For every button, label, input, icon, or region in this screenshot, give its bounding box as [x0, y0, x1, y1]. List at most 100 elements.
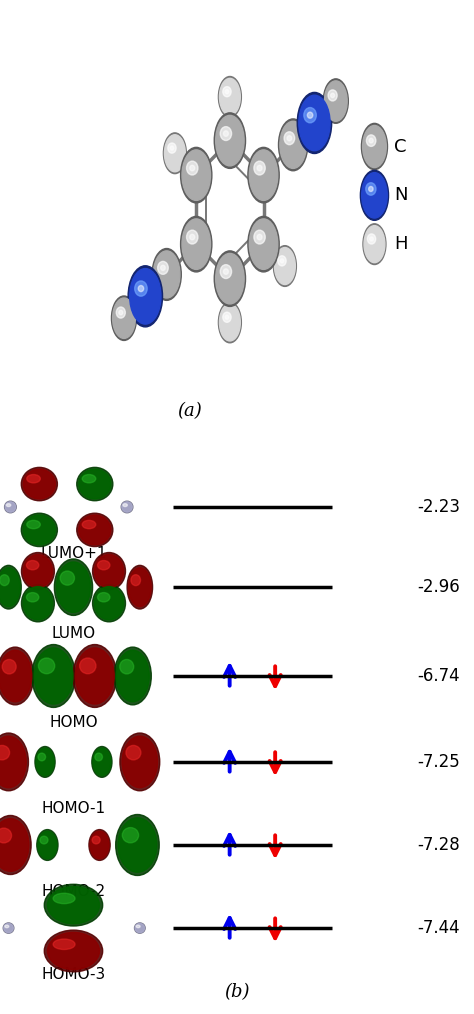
Ellipse shape: [36, 748, 54, 776]
Ellipse shape: [98, 592, 110, 602]
Ellipse shape: [152, 248, 181, 300]
Ellipse shape: [328, 90, 337, 101]
Ellipse shape: [73, 645, 117, 708]
Ellipse shape: [21, 467, 57, 501]
Ellipse shape: [219, 76, 241, 118]
Ellipse shape: [56, 562, 91, 612]
Ellipse shape: [4, 924, 13, 933]
Ellipse shape: [53, 893, 75, 903]
Ellipse shape: [249, 219, 278, 270]
Text: (a): (a): [177, 402, 202, 420]
Ellipse shape: [223, 312, 231, 322]
Text: -7.28: -7.28: [417, 836, 460, 854]
Ellipse shape: [47, 886, 100, 924]
Ellipse shape: [114, 647, 151, 705]
Ellipse shape: [126, 745, 141, 759]
Ellipse shape: [182, 150, 210, 201]
Ellipse shape: [0, 828, 11, 843]
Ellipse shape: [35, 746, 55, 778]
Ellipse shape: [220, 265, 232, 279]
Ellipse shape: [367, 234, 376, 244]
Ellipse shape: [331, 93, 335, 97]
Ellipse shape: [366, 135, 376, 146]
Ellipse shape: [254, 161, 265, 175]
Ellipse shape: [254, 230, 265, 244]
Ellipse shape: [223, 269, 228, 275]
Ellipse shape: [214, 113, 246, 168]
Ellipse shape: [128, 568, 151, 606]
Ellipse shape: [38, 658, 55, 673]
Ellipse shape: [75, 648, 114, 704]
Ellipse shape: [323, 79, 348, 124]
Ellipse shape: [280, 259, 284, 263]
Ellipse shape: [21, 553, 55, 590]
Ellipse shape: [113, 298, 136, 339]
Ellipse shape: [32, 645, 75, 708]
Ellipse shape: [219, 304, 240, 341]
Ellipse shape: [257, 165, 262, 170]
Ellipse shape: [120, 733, 160, 791]
Ellipse shape: [363, 224, 386, 265]
Ellipse shape: [284, 132, 295, 145]
Ellipse shape: [287, 136, 292, 141]
Text: -6.74: -6.74: [417, 667, 460, 685]
Text: -2.23: -2.23: [417, 498, 460, 516]
Text: -2.96: -2.96: [417, 578, 460, 596]
Ellipse shape: [55, 559, 92, 615]
Ellipse shape: [94, 587, 124, 620]
Ellipse shape: [214, 250, 246, 306]
Ellipse shape: [0, 575, 9, 586]
Ellipse shape: [136, 925, 140, 928]
Ellipse shape: [0, 818, 29, 871]
Ellipse shape: [135, 281, 147, 296]
Ellipse shape: [164, 135, 185, 171]
Ellipse shape: [190, 165, 195, 170]
Ellipse shape: [219, 302, 241, 343]
Text: (b): (b): [224, 984, 250, 1002]
Text: LUMO+1: LUMO+1: [40, 546, 107, 561]
Ellipse shape: [38, 831, 57, 859]
Ellipse shape: [297, 92, 332, 153]
Ellipse shape: [369, 187, 373, 192]
Ellipse shape: [307, 113, 313, 119]
Ellipse shape: [77, 467, 113, 501]
Ellipse shape: [299, 95, 330, 151]
Ellipse shape: [369, 138, 373, 143]
Ellipse shape: [182, 219, 210, 270]
Ellipse shape: [219, 78, 240, 116]
Ellipse shape: [131, 575, 140, 586]
Ellipse shape: [94, 555, 124, 588]
Ellipse shape: [123, 504, 128, 507]
Ellipse shape: [249, 150, 278, 201]
Text: HOMO-2: HOMO-2: [41, 884, 106, 899]
Ellipse shape: [0, 647, 34, 705]
Ellipse shape: [44, 884, 103, 926]
Ellipse shape: [158, 262, 168, 275]
Ellipse shape: [363, 126, 386, 167]
Ellipse shape: [27, 592, 39, 602]
Ellipse shape: [274, 247, 295, 285]
Ellipse shape: [0, 815, 31, 874]
Ellipse shape: [116, 814, 159, 875]
Ellipse shape: [0, 745, 9, 759]
Ellipse shape: [360, 170, 389, 220]
Ellipse shape: [118, 817, 157, 872]
Ellipse shape: [98, 561, 110, 570]
Ellipse shape: [92, 837, 100, 844]
Ellipse shape: [364, 226, 385, 263]
Text: HOMO: HOMO: [49, 715, 98, 730]
Ellipse shape: [77, 513, 113, 547]
Ellipse shape: [130, 269, 161, 324]
Ellipse shape: [181, 147, 212, 203]
Ellipse shape: [362, 172, 387, 218]
Ellipse shape: [6, 504, 11, 507]
Ellipse shape: [111, 296, 137, 341]
Ellipse shape: [92, 553, 126, 590]
Ellipse shape: [23, 515, 55, 545]
Ellipse shape: [304, 107, 316, 123]
Ellipse shape: [53, 939, 75, 949]
Ellipse shape: [170, 146, 174, 150]
Ellipse shape: [95, 753, 102, 760]
Text: HOMO-1: HOMO-1: [41, 801, 106, 816]
Ellipse shape: [127, 566, 153, 609]
